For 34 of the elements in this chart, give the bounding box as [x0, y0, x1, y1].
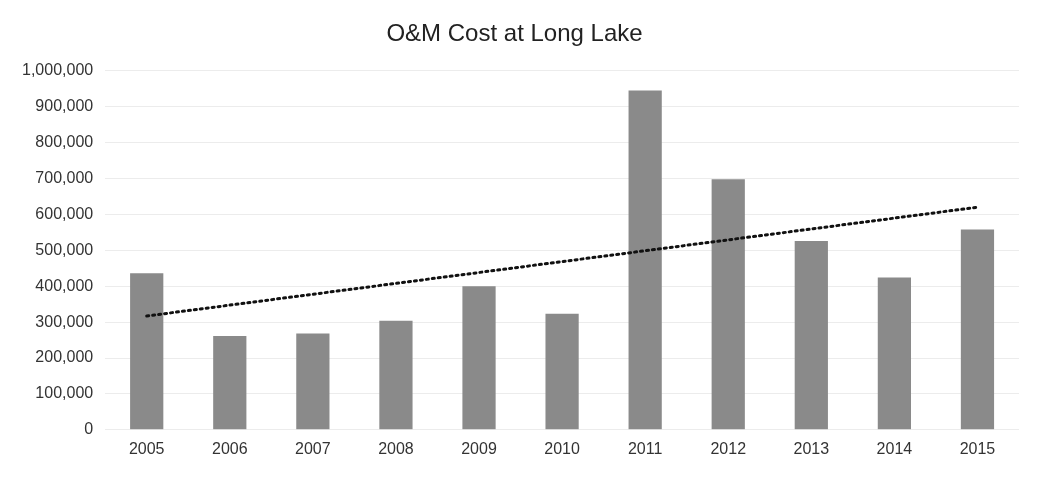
- x-tick-label: 2005: [128, 439, 165, 457]
- bar: [545, 313, 579, 430]
- y-tick-label: 400,000: [35, 276, 94, 294]
- bar: [213, 336, 247, 430]
- y-tick-label: 0: [84, 420, 94, 438]
- y-tick-label: 300,000: [35, 312, 94, 330]
- x-tick-label: 2008: [378, 439, 414, 457]
- y-tick-label: 1,000,000: [21, 61, 94, 79]
- x-tick-label: 2007: [295, 439, 331, 457]
- y-tick-label: 100,000: [35, 384, 94, 402]
- x-tick-label: 2012: [710, 439, 747, 457]
- y-tick-label: 600,000: [35, 204, 94, 222]
- x-tick-label: 2013: [793, 439, 830, 457]
- bar: [379, 320, 413, 430]
- y-tick-label: 200,000: [35, 348, 94, 366]
- bar: [711, 179, 745, 430]
- x-tick-label: 2014: [876, 439, 913, 457]
- bar: [960, 229, 995, 430]
- x-tick-label: 2011: [627, 439, 663, 457]
- x-tick-label: 2010: [544, 439, 580, 457]
- y-tick-label: 500,000: [35, 240, 94, 258]
- bar: [628, 90, 662, 430]
- bar: [877, 277, 911, 430]
- bar: [296, 333, 330, 430]
- chart-title: O&M Cost at Long Lake: [386, 19, 643, 47]
- x-tick-label: 2015: [959, 439, 996, 457]
- y-tick-label: 900,000: [35, 97, 94, 115]
- y-tick-label: 800,000: [35, 133, 94, 151]
- y-tick-label: 700,000: [35, 168, 94, 186]
- bar: [462, 286, 496, 430]
- x-tick-label: 2006: [211, 439, 248, 457]
- bar: [794, 240, 828, 430]
- x-tick-label: 2009: [461, 439, 497, 457]
- bar: [130, 273, 164, 430]
